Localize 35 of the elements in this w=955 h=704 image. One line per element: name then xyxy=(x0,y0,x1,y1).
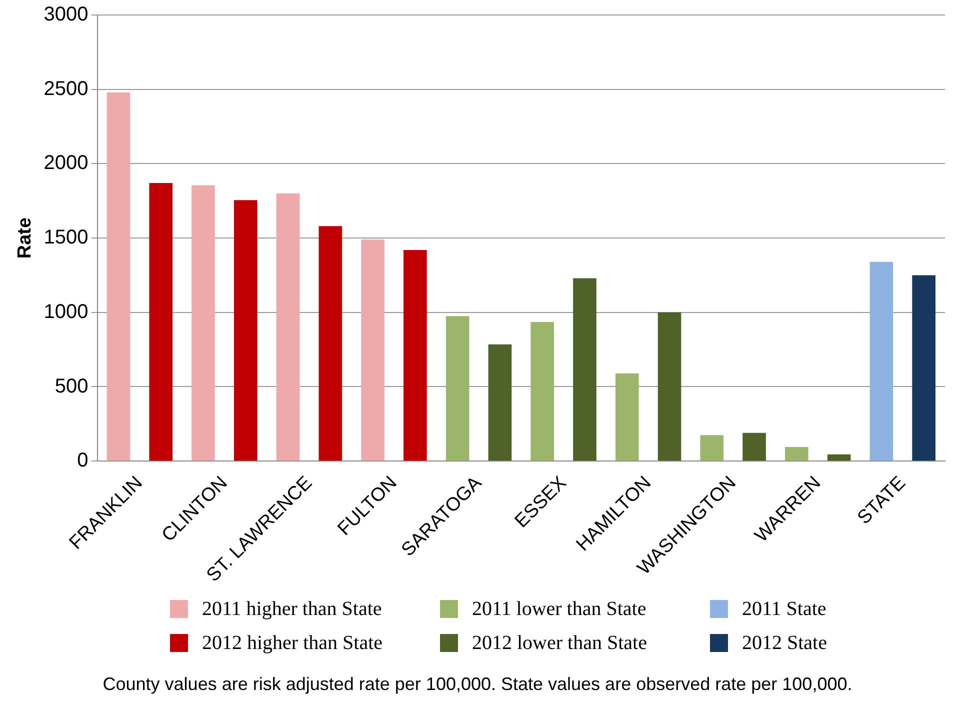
y-tick-label: 0 xyxy=(77,450,88,472)
legend-label: 2011 State xyxy=(742,598,826,620)
bar xyxy=(700,435,724,461)
bar xyxy=(446,316,470,461)
bar xyxy=(404,250,427,461)
bar xyxy=(784,446,808,461)
bar xyxy=(276,193,300,461)
y-tick-label: 2000 xyxy=(44,152,88,174)
bar xyxy=(361,240,384,461)
text: County values are risk adjusted rate per 100,000. State values are observed rate per 100,000. xyxy=(102,674,854,695)
bar xyxy=(827,454,851,461)
legend-label: 2011 lower than State xyxy=(472,598,646,620)
bar xyxy=(488,344,512,461)
bar xyxy=(192,185,215,461)
bar xyxy=(912,275,936,461)
bar xyxy=(742,432,766,461)
bar xyxy=(149,183,173,461)
y-tick-label: 3000 xyxy=(44,4,88,26)
bar xyxy=(573,278,596,461)
legend-label: 2011 higher than State xyxy=(202,598,382,620)
y-tick-label: 500 xyxy=(54,375,88,398)
y-tick-label: 1500 xyxy=(44,226,88,249)
y-tick-label: 2500 xyxy=(44,78,88,100)
bar xyxy=(530,322,554,461)
bar xyxy=(234,200,258,461)
bar xyxy=(615,373,639,461)
y-tick-label: 1000 xyxy=(44,300,88,323)
legend-label: 2012 State xyxy=(742,632,827,654)
bar xyxy=(318,226,342,461)
legend-label: 2012 higher than State xyxy=(202,632,383,654)
bar xyxy=(106,92,130,461)
bar xyxy=(658,312,682,461)
legend-label: 2012 lower than State xyxy=(472,632,647,654)
y-axis-title: Rate xyxy=(14,217,36,259)
bar xyxy=(870,262,894,461)
